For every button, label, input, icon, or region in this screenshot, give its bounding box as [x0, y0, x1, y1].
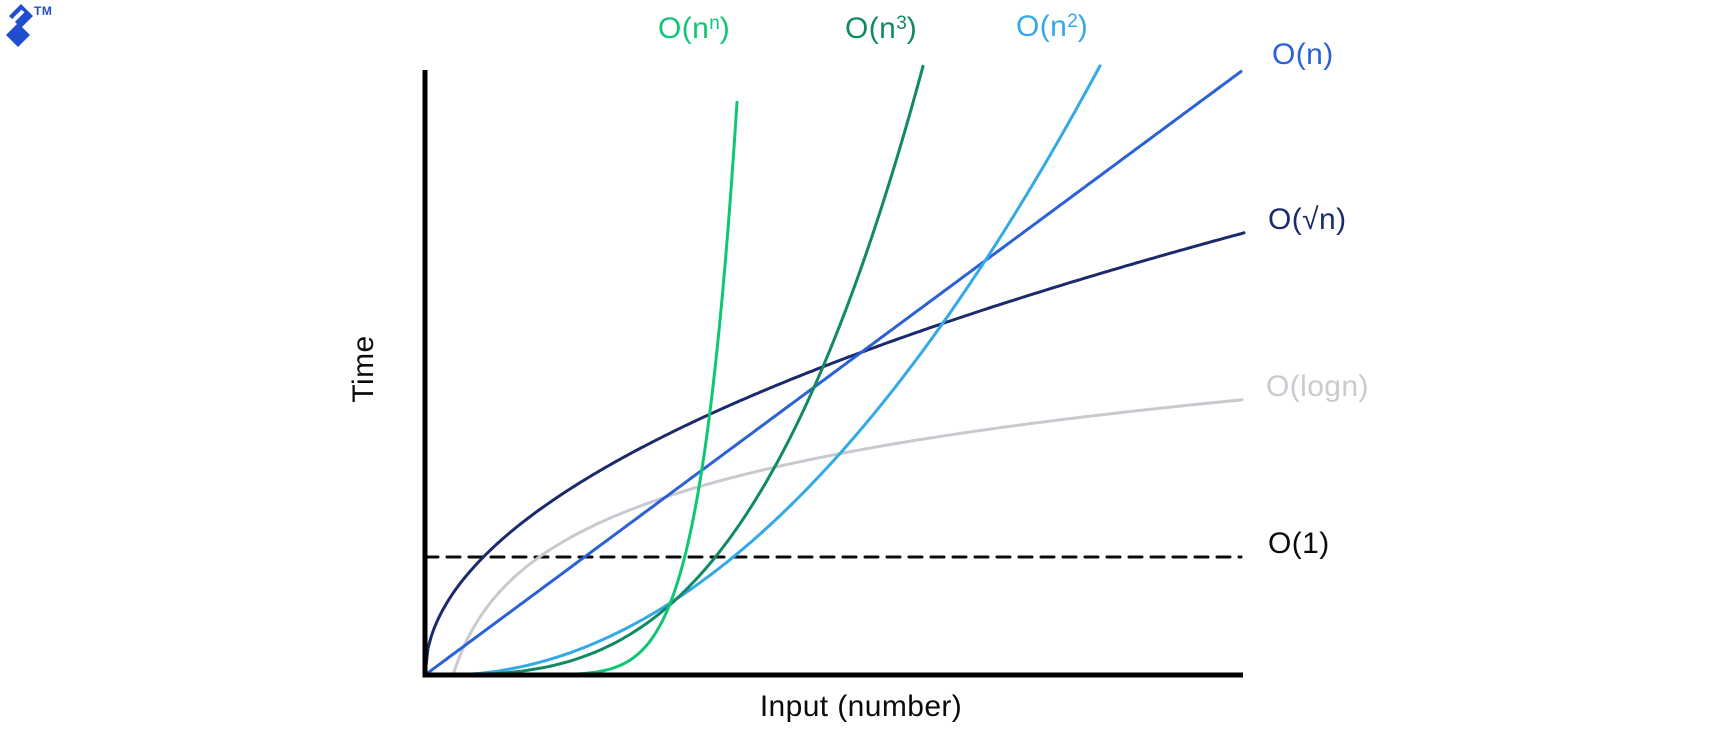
curve-label-o-n-squared: O(n2)	[1016, 10, 1089, 43]
superscript: 3	[896, 13, 907, 34]
superscript: 2	[1067, 11, 1078, 32]
toptal-logo-icon	[6, 4, 33, 47]
curve-O(logn)	[451, 398, 1244, 677]
curve-O(n^3)	[426, 64, 925, 677]
curve-label-o-n: O(n)	[1272, 38, 1334, 71]
curve-label-o-n-cubed: O(n3)	[845, 12, 918, 45]
curve-label-o-sqrt-n: O(√n)	[1268, 203, 1347, 236]
curve-label-o-log-n: O(logn)	[1266, 370, 1369, 403]
curve-O(n^2)	[441, 64, 1102, 677]
curve-label-o-1: O(1)	[1268, 527, 1330, 560]
curve-label-o-n-power-n: O(nn)	[658, 12, 731, 45]
input-axis-label: Input (number)	[759, 690, 963, 723]
trademark-label: TM	[34, 4, 53, 18]
curve-O(n)	[423, 70, 1243, 677]
superscript: n	[709, 13, 720, 34]
time-axis-label: Time	[347, 335, 380, 403]
curve-O(√n)	[423, 231, 1246, 677]
